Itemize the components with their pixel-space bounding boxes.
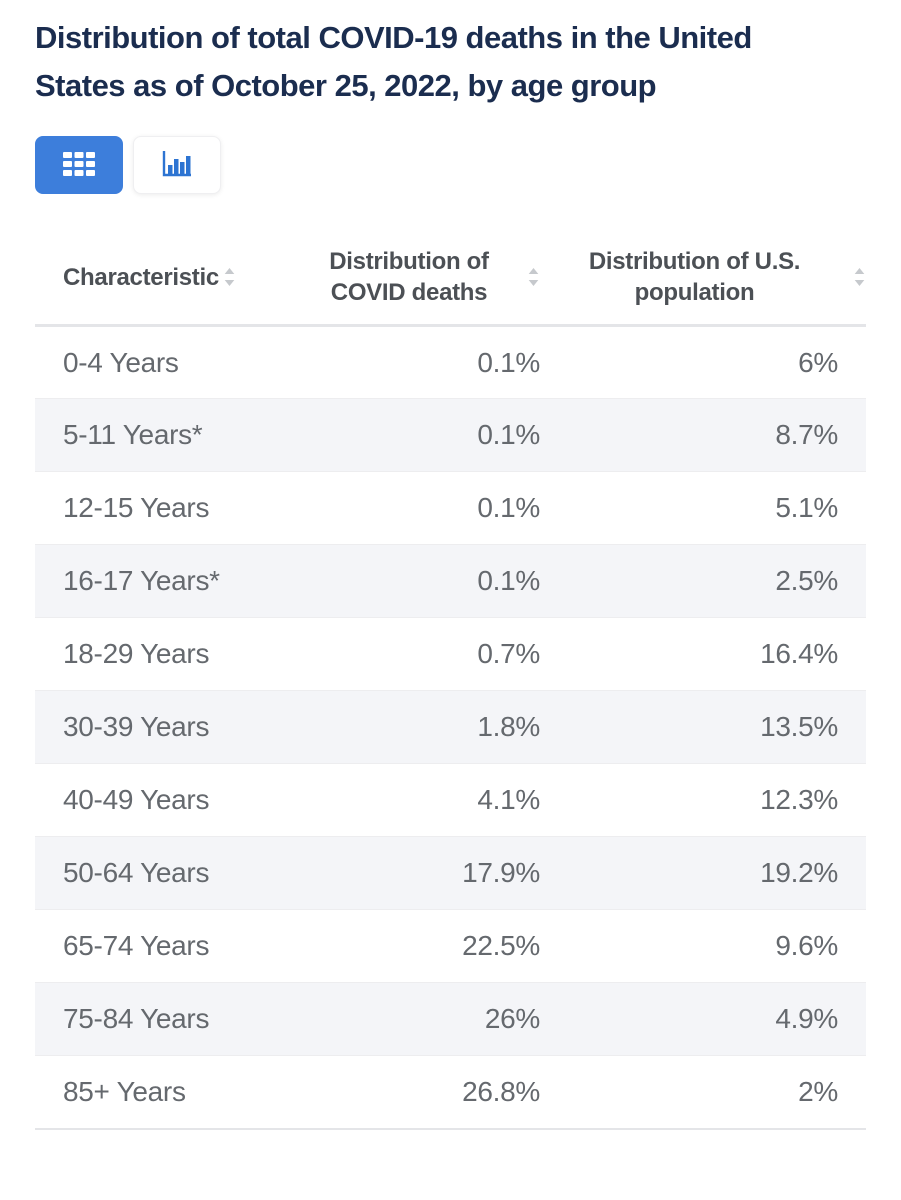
cell-us-population: 16.4% — [760, 638, 838, 669]
table-row: 85+ Years 26.8% 2% — [35, 1055, 866, 1129]
cell-characteristic: 75-84 Years — [63, 1003, 210, 1034]
cell-covid-deaths: 17.9% — [462, 857, 540, 888]
cell-characteristic: 65-74 Years — [63, 930, 210, 961]
cell-characteristic: 12-15 Years — [63, 492, 210, 523]
cell-characteristic: 30-39 Years — [63, 711, 210, 742]
cell-covid-deaths: 26% — [484, 1003, 540, 1034]
table-row: 40-49 Years 4.1% 12.3% — [35, 763, 866, 837]
table-row: 5-11 Years* 0.1% 8.7% — [35, 398, 866, 472]
cell-characteristic: 5-11 Years* — [63, 419, 203, 450]
cell-us-population: 2.5% — [775, 565, 838, 596]
cell-us-population: 12.3% — [760, 784, 838, 815]
cell-us-population: 2% — [798, 1075, 838, 1107]
statistics-table: Characteristic Distribution of COVID dea… — [35, 234, 866, 1130]
cell-covid-deaths: 0.1% — [477, 565, 540, 596]
cell-us-population: 4.9% — [775, 1003, 838, 1034]
cell-covid-deaths: 0.1% — [477, 346, 540, 378]
cell-characteristic: 85+ Years — [63, 1075, 186, 1107]
table-row: 16-17 Years* 0.1% 2.5% — [35, 544, 866, 618]
bar-chart-icon — [161, 150, 193, 181]
table-header-row: Characteristic Distribution of COVID dea… — [35, 234, 866, 327]
sort-icon — [853, 266, 866, 288]
cell-covid-deaths: 1.8% — [477, 711, 540, 742]
column-header-label: Distribution of U.S. population — [588, 248, 801, 306]
page-title: Distribution of total COVID-19 deaths in… — [35, 20, 752, 103]
cell-us-population: 8.7% — [775, 419, 838, 450]
cell-covid-deaths: 4.1% — [477, 784, 540, 815]
column-header-covid-deaths[interactable]: Distribution of COVID deaths — [295, 234, 540, 327]
table-row: 65-74 Years 22.5% 9.6% — [35, 909, 866, 983]
table-row: 30-39 Years 1.8% 13.5% — [35, 690, 866, 764]
cell-characteristic: 18-29 Years — [63, 638, 210, 669]
column-header-us-population[interactable]: Distribution of U.S. population — [540, 234, 866, 327]
cell-us-population: 5.1% — [775, 492, 838, 523]
column-header-label: Characteristic — [63, 263, 219, 291]
cell-us-population: 6% — [798, 346, 838, 378]
column-header-label: Distribution of COVID deaths — [329, 248, 489, 306]
sort-icon — [223, 266, 236, 288]
cell-covid-deaths: 0.1% — [477, 419, 540, 450]
table-grid-icon — [62, 151, 96, 180]
cell-us-population: 19.2% — [760, 857, 838, 888]
cell-covid-deaths: 26.8% — [462, 1075, 540, 1107]
sort-icon — [527, 266, 540, 288]
table-row: 18-29 Years 0.7% 16.4% — [35, 617, 866, 691]
cell-us-population: 9.6% — [775, 930, 838, 961]
cell-characteristic: 16-17 Years* — [63, 565, 220, 596]
cell-covid-deaths: 0.1% — [477, 492, 540, 523]
cell-characteristic: 40-49 Years — [63, 784, 210, 815]
cell-characteristic: 50-64 Years — [63, 857, 210, 888]
statistic-page: Distribution of total COVID-19 deaths in… — [35, 20, 866, 1130]
cell-us-population: 13.5% — [760, 711, 838, 742]
chart-view-button[interactable] — [133, 136, 221, 194]
column-header-characteristic[interactable]: Characteristic — [35, 234, 295, 327]
table-row: 0-4 Years 0.1% 6% — [35, 326, 866, 399]
cell-characteristic: 0-4 Years — [63, 346, 179, 378]
table-view-button[interactable] — [35, 136, 123, 194]
table-row: 12-15 Years 0.1% 5.1% — [35, 471, 866, 545]
cell-covid-deaths: 0.7% — [477, 638, 540, 669]
table-row: 50-64 Years 17.9% 19.2% — [35, 836, 866, 910]
view-toggle-toolbar — [35, 136, 866, 194]
cell-covid-deaths: 22.5% — [462, 930, 540, 961]
table-row: 75-84 Years 26% 4.9% — [35, 982, 866, 1056]
